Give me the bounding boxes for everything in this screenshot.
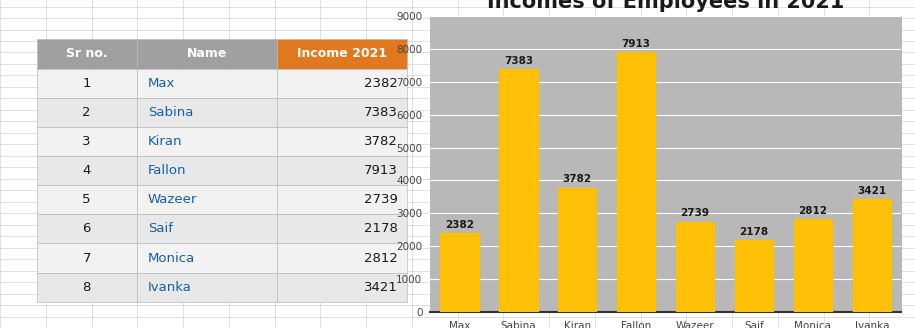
Text: 8: 8 (82, 281, 91, 294)
Bar (136, 156, 277, 185)
Bar (37, 127, 136, 156)
Text: 2382: 2382 (364, 77, 398, 90)
Text: Wazeer: Wazeer (148, 193, 197, 206)
Text: 3782: 3782 (563, 174, 592, 184)
Bar (735, 240, 773, 312)
Text: 2178: 2178 (739, 227, 769, 237)
Bar (136, 243, 277, 273)
Text: 2812: 2812 (799, 206, 827, 216)
Bar (277, 156, 407, 185)
Text: Kiran: Kiran (148, 135, 182, 148)
Text: Income 2021: Income 2021 (297, 48, 387, 60)
Bar (136, 214, 277, 243)
Bar (136, 98, 277, 127)
Bar (37, 156, 136, 185)
Bar (853, 199, 891, 312)
Bar (277, 98, 407, 127)
Bar (617, 52, 655, 312)
Text: 1: 1 (82, 77, 91, 90)
Text: 3421: 3421 (364, 281, 398, 294)
Text: 7383: 7383 (364, 106, 398, 119)
Text: 2812: 2812 (364, 252, 398, 264)
Text: 7: 7 (82, 252, 91, 264)
Text: Name: Name (187, 48, 227, 60)
Text: 2382: 2382 (445, 220, 474, 230)
Text: Saif: Saif (148, 222, 173, 236)
Bar (277, 185, 407, 214)
Bar (277, 273, 407, 302)
Bar (277, 214, 407, 243)
Text: 3421: 3421 (857, 186, 887, 196)
Bar (37, 185, 136, 214)
Text: 3782: 3782 (364, 135, 398, 148)
Text: 2178: 2178 (364, 222, 398, 236)
Bar (136, 127, 277, 156)
Bar (500, 70, 537, 312)
Text: 2: 2 (82, 106, 91, 119)
Bar (676, 222, 715, 312)
Bar (277, 127, 407, 156)
Text: 7383: 7383 (504, 56, 533, 66)
Bar (558, 188, 597, 312)
Bar (136, 185, 277, 214)
Text: Sr no.: Sr no. (66, 48, 107, 60)
Bar (794, 219, 832, 312)
Text: Sabina: Sabina (148, 106, 193, 119)
Bar (136, 69, 277, 98)
Bar (277, 243, 407, 273)
Text: Ivanka: Ivanka (148, 281, 191, 294)
Bar (37, 98, 136, 127)
Text: 3: 3 (82, 135, 91, 148)
Bar (136, 39, 277, 69)
Bar (277, 39, 407, 69)
Text: Fallon: Fallon (148, 164, 187, 177)
Text: 7913: 7913 (364, 164, 398, 177)
Text: Monica: Monica (148, 252, 195, 264)
Bar (37, 214, 136, 243)
Bar (37, 39, 136, 69)
Text: 6: 6 (82, 222, 91, 236)
Bar (37, 69, 136, 98)
Text: 4: 4 (82, 164, 91, 177)
Bar (440, 234, 479, 312)
Bar (277, 69, 407, 98)
Text: 7913: 7913 (621, 39, 651, 49)
Bar (136, 273, 277, 302)
Bar (37, 273, 136, 302)
Bar (37, 243, 136, 273)
Title: Incomes of Employees in 2021: Incomes of Employees in 2021 (487, 0, 845, 12)
Text: Max: Max (148, 77, 175, 90)
Text: 2739: 2739 (364, 193, 398, 206)
Text: 5: 5 (82, 193, 91, 206)
Text: 2739: 2739 (681, 209, 710, 218)
